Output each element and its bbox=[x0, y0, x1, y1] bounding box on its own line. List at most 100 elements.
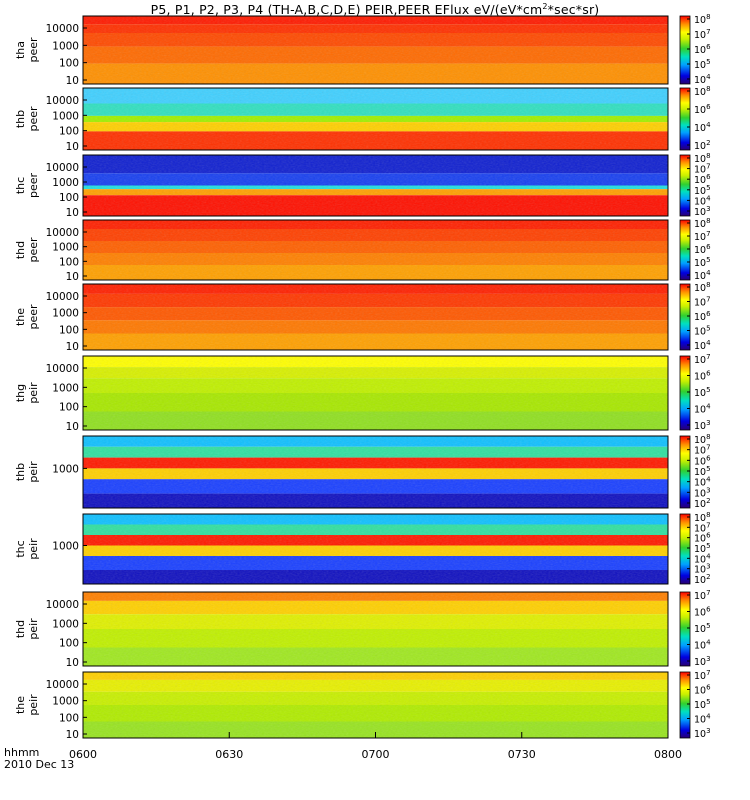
y-tick-label: 100 bbox=[59, 58, 79, 70]
y-tick-label: 10 bbox=[66, 207, 79, 219]
panel-thb-peir-a: 10000 1000 100 10 thg peir 107 106 105 104 103 bbox=[14, 353, 711, 433]
colorbar-tick-label: 105 bbox=[694, 325, 711, 338]
spectrogram-texture bbox=[83, 220, 668, 280]
colorbar-tick-label: 106 bbox=[694, 43, 711, 56]
date-label: 2010 Dec 13 bbox=[4, 758, 75, 771]
colorbar-tick-label: 104 bbox=[694, 121, 711, 134]
y-tick-label: 100 bbox=[59, 638, 79, 650]
spectrogram-texture bbox=[83, 592, 668, 666]
y-tick-label: 1000 bbox=[52, 382, 79, 394]
y-tick-label: 10000 bbox=[46, 599, 79, 611]
colorbar-tick-label: 103 bbox=[694, 727, 711, 740]
colorbar-tick-label: 106 bbox=[694, 310, 711, 323]
y-tick-label: 1000 bbox=[52, 541, 79, 553]
colorbar bbox=[679, 154, 691, 217]
y-axis-label-probe: the bbox=[14, 308, 27, 326]
panel-thd-peir: 10000 1000 100 10 thd peir 107 106 105 104 103 bbox=[14, 589, 711, 669]
y-tick-label: 1000 bbox=[52, 463, 79, 475]
y-tick-label: 100 bbox=[59, 192, 79, 204]
y-tick-label: 10 bbox=[66, 421, 79, 433]
colorbar-tick-label: 103 bbox=[694, 563, 711, 576]
y-tick-label: 10000 bbox=[46, 363, 79, 375]
y-axis-label-instrument: peer bbox=[27, 237, 40, 263]
y-tick-label: 1000 bbox=[52, 242, 79, 254]
y-axis-label-probe: the bbox=[14, 696, 27, 714]
colorbar bbox=[679, 591, 691, 667]
colorbar-tick-label: 106 bbox=[694, 370, 711, 383]
colorbar-tick-label: 103 bbox=[694, 205, 711, 218]
spectrogram-texture bbox=[83, 672, 668, 738]
colorbar-tick-label: 108 bbox=[694, 511, 711, 524]
colorbar-tick-label: 105 bbox=[694, 698, 711, 711]
colorbar-tick-label: 102 bbox=[694, 497, 711, 510]
spectrogram-texture bbox=[83, 16, 668, 84]
y-tick-label: 100 bbox=[59, 712, 79, 724]
x-tick-label: 0800 bbox=[654, 748, 682, 761]
y-tick-label: 1000 bbox=[52, 177, 79, 189]
x-tick-label: 0730 bbox=[508, 748, 536, 761]
colorbar bbox=[679, 219, 691, 281]
colorbar-tick-label: 102 bbox=[694, 139, 711, 152]
y-axis-label-instrument: peer bbox=[27, 173, 40, 199]
colorbar-tick-label: 104 bbox=[694, 476, 711, 489]
colorbar bbox=[679, 355, 691, 431]
colorbar-tick-label: 107 bbox=[694, 28, 711, 41]
y-tick-label: 10000 bbox=[46, 679, 79, 691]
y-axis-label-probe: thc bbox=[14, 540, 27, 557]
y-tick-label: 1000 bbox=[52, 696, 79, 708]
colorbar-tick-label: 106 bbox=[694, 684, 711, 697]
colorbar bbox=[679, 513, 691, 585]
y-axis-label-instrument: peer bbox=[27, 106, 40, 132]
colorbar-tick-label: 107 bbox=[694, 444, 711, 457]
y-axis-label-instrument: peer bbox=[27, 37, 40, 63]
y-axis-label-probe: thd bbox=[14, 241, 27, 259]
colorbar-tick-label: 108 bbox=[694, 433, 711, 446]
y-tick-label: 1000 bbox=[52, 110, 79, 122]
panel-frame bbox=[82, 87, 669, 151]
colorbar-tick-label: 107 bbox=[694, 669, 711, 682]
y-tick-label: 10000 bbox=[46, 162, 79, 174]
time-axis-label: hhmm bbox=[4, 746, 40, 759]
colorbar bbox=[679, 435, 691, 509]
colorbar-tick-label: 105 bbox=[694, 622, 711, 635]
spectrogram-texture bbox=[83, 436, 668, 508]
colorbar-tick-label: 103 bbox=[694, 419, 711, 432]
panel-frame bbox=[82, 591, 669, 667]
colorbar-tick-label: 105 bbox=[694, 542, 711, 555]
y-axis-label-probe: thc bbox=[14, 177, 27, 194]
colorbar-tick-label: 107 bbox=[694, 230, 711, 243]
y-axis-label-instrument: peir bbox=[27, 382, 40, 404]
colorbar-tick-label: 108 bbox=[694, 85, 711, 98]
panel-thb-peer: 10000 1000 100 10 thb peer 108 106 104 102 bbox=[14, 85, 711, 153]
y-tick-label: 1000 bbox=[52, 618, 79, 630]
y-axis-label-instrument: peir bbox=[27, 694, 40, 716]
x-tick-label: 0600 bbox=[69, 748, 97, 761]
y-axis-label-probe: thb bbox=[14, 463, 27, 481]
colorbar-tick-label: 106 bbox=[694, 606, 711, 619]
colorbar-tick-label: 104 bbox=[694, 269, 711, 282]
y-axis-label-probe: thb bbox=[14, 110, 27, 128]
y-axis-label-probe: tha bbox=[14, 41, 27, 59]
y-axis-label-probe: thd bbox=[14, 620, 27, 638]
colorbar-tick-label: 106 bbox=[694, 454, 711, 467]
y-tick-label: 10000 bbox=[46, 95, 79, 107]
colorbar-tick-label: 105 bbox=[694, 256, 711, 269]
colorbar-tick-label: 102 bbox=[694, 573, 711, 586]
colorbar-tick-label: 108 bbox=[694, 152, 711, 165]
spectrogram-texture bbox=[83, 514, 668, 584]
x-tick-label: 0630 bbox=[215, 748, 243, 761]
colorbar-tick-label: 106 bbox=[694, 103, 711, 116]
colorbar bbox=[679, 671, 691, 739]
colorbar-tick-label: 104 bbox=[694, 403, 711, 416]
y-tick-label: 100 bbox=[59, 256, 79, 268]
y-tick-label: 100 bbox=[59, 126, 79, 138]
y-tick-label: 10 bbox=[66, 141, 79, 153]
colorbar-tick-label: 108 bbox=[694, 281, 711, 294]
y-axis-label-instrument: peir bbox=[27, 461, 40, 483]
